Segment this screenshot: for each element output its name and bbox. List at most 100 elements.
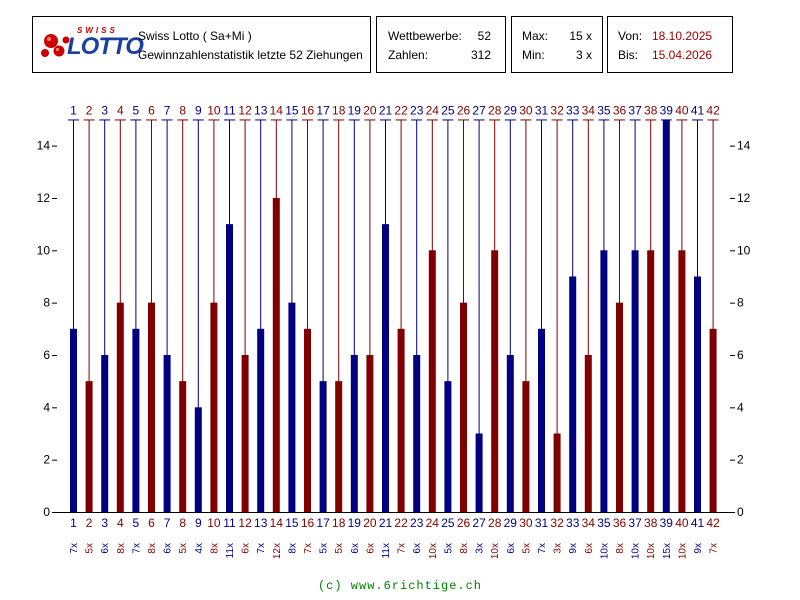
bar-31 [538,328,545,512]
count-label: 7x [537,543,548,554]
bottom-number-label: 2 [86,516,93,530]
y-tick-label-right: 6 [737,348,744,362]
top-number-label: 23 [410,103,424,117]
bottom-number-label: 3 [101,516,108,530]
y-tick-label-left: 14 [37,139,51,153]
max-label: Max: [522,29,549,43]
bottom-number-label: 42 [706,516,720,530]
top-number-label: 17 [316,103,330,117]
bottom-number-label: 16 [301,516,315,530]
top-number-label: 31 [535,103,549,117]
stats-box: Wettbewerbe: 52 Zahlen: 312 [376,16,506,73]
bar-32 [553,433,561,512]
count-label: 8x [116,543,127,554]
count-label: 7x [303,543,314,554]
bottom-number-label: 37 [628,516,642,530]
swiss-lotto-logo: SWISS LOTTO [39,26,144,63]
bottom-number-label: 8 [179,516,186,530]
top-number-label: 29 [504,103,518,117]
top-number-label: 7 [164,103,171,117]
bottom-number-label: 18 [332,516,346,530]
count-label: 10x [599,543,610,559]
wettbewerbe-label: Wettbewerbe: [388,29,462,43]
bottom-number-label: 24 [426,516,440,530]
bar-33 [569,276,577,512]
count-label: 7x [256,543,267,554]
count-label: 7x [397,543,408,554]
y-tick-label-left: 8 [43,296,50,310]
bottom-number-label: 14 [270,516,284,530]
bar-18 [335,381,343,512]
bottom-number-label: 31 [535,516,549,530]
bar-22 [397,328,405,512]
count-label: 10x [490,543,501,559]
count-label: 6x [350,543,361,554]
bar-8 [179,381,187,512]
top-number-label: 34 [582,103,596,117]
bottom-number-label: 36 [613,516,627,530]
count-label: 10x [646,543,657,559]
bottom-number-label: 7 [164,516,171,530]
bar-11 [226,224,233,512]
top-number-label: 40 [675,103,689,117]
top-number-label: 15 [285,103,299,117]
footer-copyright[interactable]: (c) www.6richtige.ch [317,579,483,593]
y-tick-label-right: 0 [737,505,744,519]
lotto-balls-icon [41,34,70,57]
bar-14 [272,197,280,512]
count-label: 5x [319,543,330,554]
bar-34 [584,354,592,512]
count-label: 6x [241,543,252,554]
count-label: 11x [381,543,392,558]
bottom-number-label: 30 [519,516,533,530]
bottom-number-label: 11 [223,516,236,530]
bar-12 [241,354,249,512]
dates-box: Von: 18.10.2025 Bis: 15.04.2026 [607,16,733,73]
top-number-label: 13 [254,103,268,117]
bottom-number-label: 38 [644,516,658,530]
count-label: 11x [225,543,236,558]
bar-36 [616,302,623,512]
top-number-label: 42 [706,103,720,117]
bottom-number-label: 19 [348,516,362,530]
top-number-label: 6 [148,103,155,117]
top-number-label: 12 [238,103,252,117]
count-label: 5x [334,543,345,554]
wettbewerbe-value: 52 [477,29,491,43]
bar-27 [475,433,483,512]
bar-20 [366,354,374,512]
top-number-label: 21 [379,103,393,117]
bar-5 [132,328,140,512]
bar-39 [662,119,670,512]
title-box: SWISS LOTTO Swiss Lotto ( Sa+Mi ) Gewinn… [32,16,371,73]
count-label: 4x [194,543,205,554]
top-number-label: 27 [472,103,486,117]
y-tick-label-right: 8 [737,296,744,310]
bottom-number-label: 15 [285,516,299,530]
bar-4 [116,302,124,512]
bar-3 [101,354,109,512]
bar-17 [319,381,327,512]
bottom-number-label: 9 [195,516,202,530]
logo-main-text: LOTTO [67,33,144,60]
bar-29 [506,354,514,512]
count-label: 7x [131,543,142,554]
count-label: 8x [209,543,220,554]
bottom-number-label: 26 [457,516,471,530]
min-value: 3 x [575,48,592,62]
top-number-label: 10 [207,103,221,117]
count-label: 5x [178,543,189,554]
top-number-label: 36 [613,103,627,117]
bar-38 [647,250,655,513]
bar-28 [491,250,499,513]
count-label: 10x [677,543,688,559]
top-number-label: 19 [348,103,362,117]
count-label: 5x [443,543,454,554]
bar-37 [631,250,639,513]
y-tick-label-left: 4 [43,400,50,414]
zahlen-value: 312 [470,48,491,62]
top-number-label: 20 [363,103,377,117]
count-label: 9x [693,543,704,554]
bar-23 [413,354,421,512]
bar-35 [600,250,608,513]
